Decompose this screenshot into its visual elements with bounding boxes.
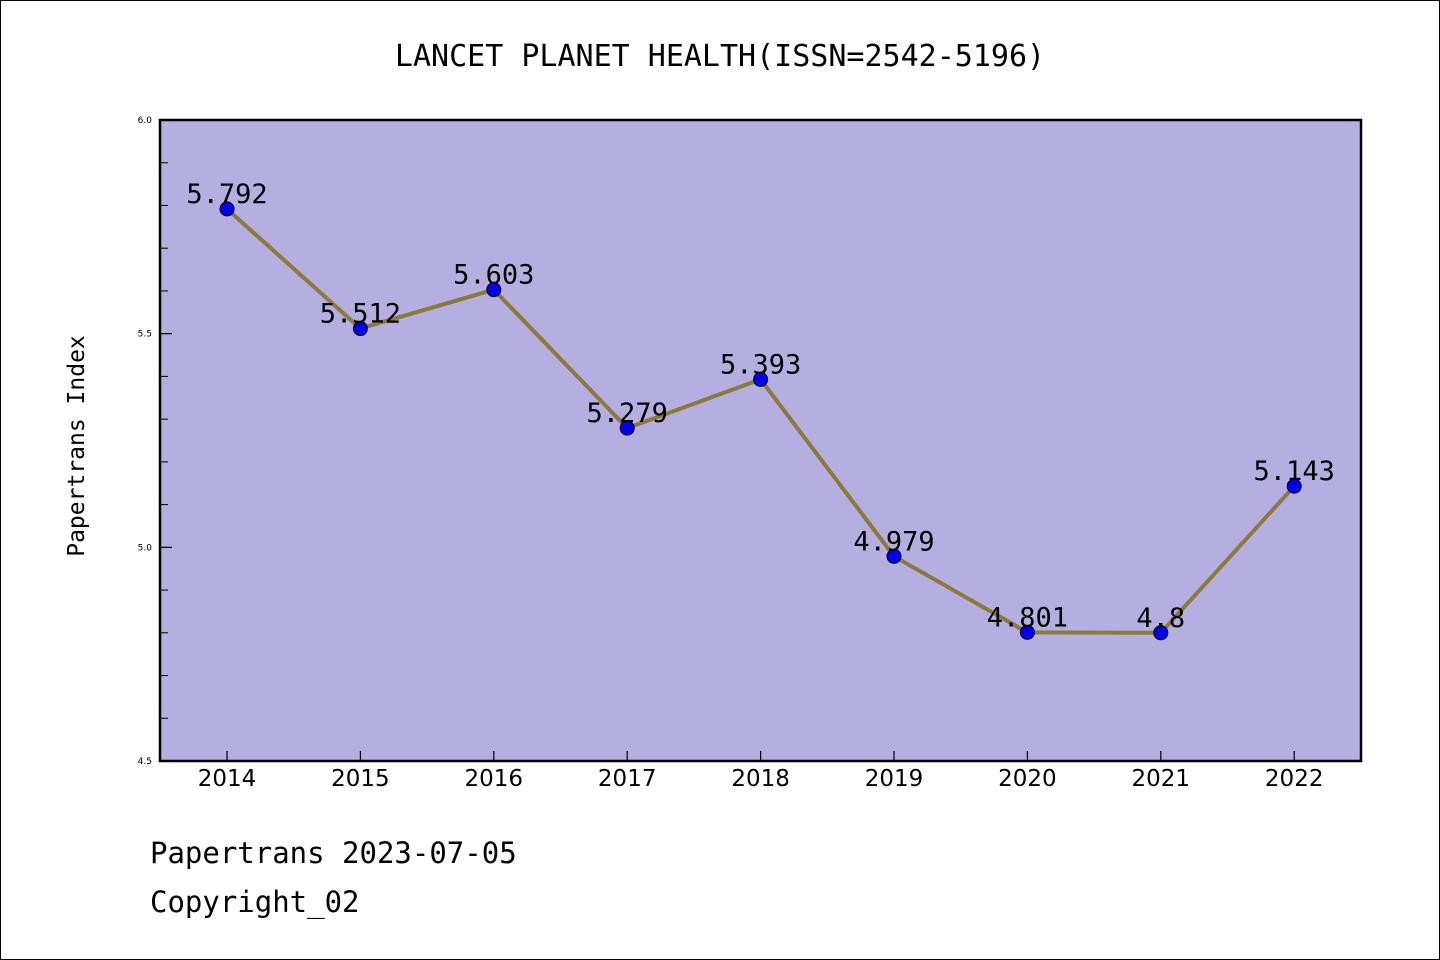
x-tick-label: 2014 (198, 766, 257, 792)
data-label: 5.143 (1254, 456, 1335, 487)
plot-area (160, 120, 1361, 761)
x-tick-label: 2021 (1132, 766, 1191, 792)
y-tick-label: 6.0 (138, 116, 153, 126)
data-label: 4.8 (1136, 603, 1185, 634)
data-point-marker (753, 371, 769, 387)
data-labels: 5.792 5.512 5.603 5.279 5.393 4.979 4.801 4.8 5.… (186, 179, 1334, 634)
data-label: 5.279 (587, 398, 668, 429)
data-point-marker (886, 548, 902, 564)
y-tick-label: 5.0 (138, 543, 153, 553)
footer-date-line: Papertrans 2023-07-05 (150, 836, 517, 870)
data-label: 4.979 (853, 526, 934, 557)
y-tick-label: 5.5 (138, 330, 152, 340)
y-axis-label: Papertrans Index (64, 335, 90, 557)
data-label: 5.603 (453, 260, 534, 291)
x-tick-label: 2017 (598, 766, 657, 792)
data-point-marker (1019, 624, 1035, 640)
data-point-marker (219, 201, 235, 217)
data-label: 4.801 (987, 602, 1068, 633)
data-point-marker (1153, 625, 1169, 641)
data-point-marker (619, 420, 635, 436)
x-tick-label: 2016 (465, 766, 524, 792)
series-markers (219, 201, 1302, 641)
x-tick-label: 2015 (331, 766, 390, 792)
data-point-marker (1286, 478, 1302, 494)
data-label: 5.393 (720, 349, 801, 380)
x-axis-ticks: 2014 2015 2016 2017 2018 2019 2020 2021 2022 (198, 751, 1324, 792)
y-minor-ticks (160, 162, 168, 719)
data-point-marker (486, 282, 502, 298)
x-tick-label: 2019 (865, 766, 924, 792)
y-tick-label: 4.5 (138, 757, 152, 767)
data-label: 5.792 (186, 179, 267, 210)
data-label: 5.512 (320, 299, 401, 330)
footer-copyright: Copyright_02 (150, 885, 360, 919)
x-tick-label: 2022 (1265, 766, 1324, 792)
x-tick-label: 2020 (998, 766, 1057, 792)
chart-title: LANCET PLANET HEALTH(ISSN=2542-5196) (395, 39, 1045, 74)
plot-border (158, 118, 1363, 763)
data-point-marker (352, 321, 368, 337)
x-tick-label: 2018 (731, 766, 790, 792)
